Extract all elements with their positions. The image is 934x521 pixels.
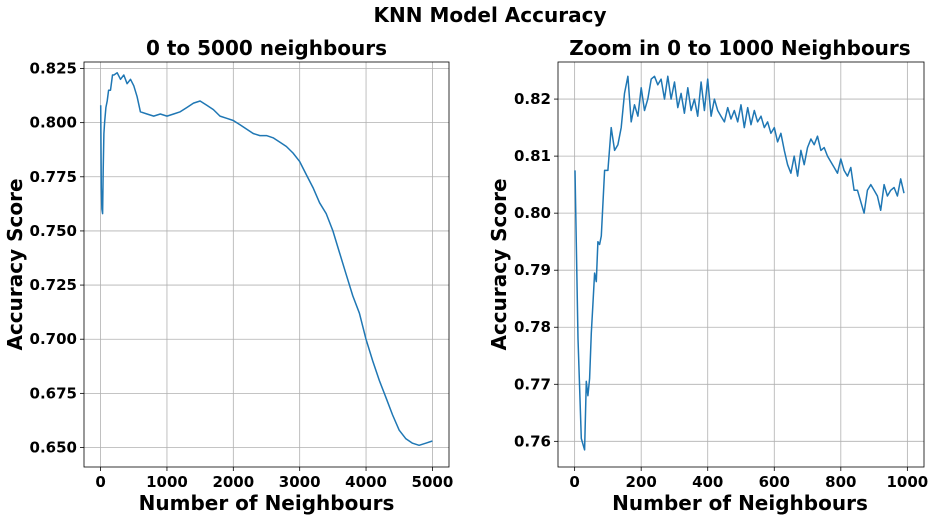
right-y-tick-label: 0.76: [514, 432, 551, 450]
left-plot-title: 0 to 5000 neighbours: [146, 36, 387, 60]
left-y-tick-label: 0.700: [30, 330, 77, 348]
right-x-tick-label: 800: [825, 473, 856, 491]
left-grid: [84, 62, 449, 467]
right-y-tick-label: 0.82: [514, 90, 551, 108]
right-x-tick-label: 600: [759, 473, 790, 491]
right-series: [574, 75, 905, 451]
left-x-tick-label: 5000: [412, 473, 454, 491]
figure-title: KNN Model Accuracy: [374, 3, 607, 27]
left-axes-frame: [83, 61, 450, 468]
right-x-tick-label: 400: [692, 473, 723, 491]
left-x-tick-label: 1000: [146, 473, 188, 491]
left-y-tick-label: 0.825: [30, 59, 77, 77]
right-subplot: Zoom in 0 to 1000 Neighbours 0 200 400 600 8…: [487, 36, 928, 515]
right-axes-frame: [557, 61, 925, 468]
right-accuracy-line: [574, 75, 905, 451]
left-x-tick-label: 3000: [279, 473, 321, 491]
left-y-tick-label: 0.800: [30, 114, 77, 132]
right-x-tick-label: 200: [626, 473, 657, 491]
right-y-tick-label: 0.78: [514, 318, 551, 336]
left-y-tick-label: 0.775: [30, 168, 77, 186]
left-y-axis-label: Accuracy Score: [3, 178, 27, 350]
right-grid: [558, 62, 924, 467]
left-x-tick-label: 2000: [212, 473, 254, 491]
left-series: [99, 72, 433, 447]
right-plot-title: Zoom in 0 to 1000 Neighbours: [569, 36, 910, 60]
left-y-tick-label: 0.750: [30, 222, 77, 240]
left-x-tick-label: 4000: [345, 473, 387, 491]
right-x-ticks: 0 200 400 600 800 1000: [569, 467, 928, 491]
left-y-tick-label: 0.725: [30, 276, 77, 294]
right-y-tick-label: 0.80: [514, 204, 551, 222]
right-y-axis-label: Accuracy Score: [487, 178, 511, 350]
left-accuracy-line: [99, 72, 433, 447]
right-y-tick-label: 0.77: [514, 375, 551, 393]
left-y-tick-label: 0.650: [30, 439, 77, 457]
left-y-tick-label: 0.675: [30, 384, 77, 402]
left-x-tick-label: 0: [95, 473, 105, 491]
left-x-ticks: 0 1000 2000 3000 4000 5000: [95, 467, 453, 491]
right-x-tick-label: 1000: [886, 473, 928, 491]
left-y-ticks: 0.650 0.675 0.700 0.725 0.750 0.775 0.800 0.825: [30, 59, 84, 457]
right-y-ticks: 0.76 0.77 0.78 0.79 0.80 0.81 0.82: [514, 90, 558, 450]
right-x-tick-label: 0: [569, 473, 579, 491]
right-y-tick-label: 0.79: [514, 261, 551, 279]
left-subplot: 0 to 5000 neighbours 0 1000 2000 3000 4000 50…: [3, 36, 453, 515]
left-x-axis-label: Number of Neighbours: [139, 491, 395, 515]
right-y-tick-label: 0.81: [514, 147, 551, 165]
right-x-axis-label: Number of Neighbours: [612, 491, 868, 515]
